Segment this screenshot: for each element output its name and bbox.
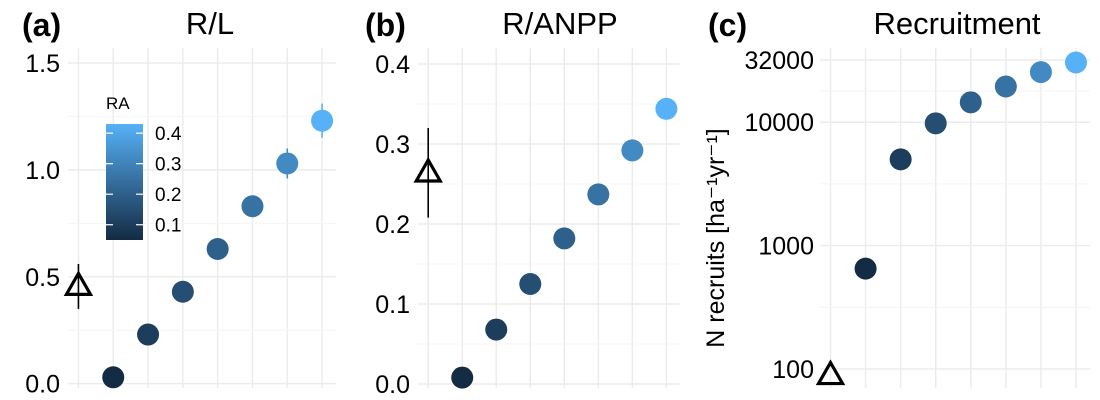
reference-triangle-marker — [63, 270, 94, 296]
reference-triangle-marker — [815, 359, 846, 386]
data-point — [241, 195, 264, 218]
data-point — [102, 366, 125, 389]
data-point — [137, 323, 160, 346]
data-point — [924, 112, 947, 135]
data-point — [553, 227, 576, 250]
legend-tick-label: 0.2 — [155, 185, 181, 206]
panel-label: (c) — [708, 7, 747, 43]
y-tick-label: 0.0 — [375, 371, 410, 399]
panel-title: R/ANPP — [502, 6, 617, 41]
data-point — [621, 139, 644, 162]
panel-label: (b) — [365, 7, 406, 43]
y-tick-label: 0.1 — [375, 291, 410, 319]
panel-a: 0.0 0.5 1.0 1.5 (a) R/L — [22, 6, 336, 399]
y-tick-label: 1.5 — [25, 50, 60, 78]
data-point — [1064, 51, 1087, 74]
y-tick-label: 0.0 — [25, 371, 60, 399]
data-point — [276, 152, 299, 175]
y-tick-label: 0.2 — [375, 211, 410, 239]
legend-tick-label: 0.3 — [155, 155, 181, 176]
panel-title: R/L — [186, 6, 234, 41]
data-point — [959, 91, 982, 114]
data-point — [854, 257, 877, 280]
data-point — [519, 273, 542, 295]
data-point — [1029, 61, 1052, 84]
legend-colorbar — [106, 124, 143, 240]
y-tick-label: 0.3 — [375, 131, 410, 159]
legend-title: RA — [106, 94, 130, 113]
y-tick-label: 32000 — [744, 47, 814, 75]
data-point — [485, 318, 508, 341]
data-point — [655, 97, 678, 120]
data-point — [889, 148, 912, 171]
panel-label: (a) — [22, 7, 61, 43]
data-point — [994, 75, 1017, 98]
y-tick-label: 10000 — [744, 109, 814, 137]
y-axis-label: N recruits [ha⁻¹yr⁻¹] — [702, 128, 730, 347]
y-tick-label: 1000 — [758, 233, 814, 261]
data-point — [451, 366, 474, 389]
data-point — [311, 109, 334, 132]
y-tick-label: 100 — [772, 356, 814, 384]
legend-tick-label: 0.4 — [155, 124, 182, 145]
y-tick-label: 0.5 — [25, 264, 60, 292]
data-point — [587, 183, 610, 206]
data-point — [171, 280, 194, 303]
data-point — [206, 238, 229, 261]
y-tick-label: 0.4 — [375, 51, 410, 79]
y-tick-label: 1.0 — [25, 157, 60, 185]
reference-triangle-marker — [413, 156, 443, 183]
legend-tick-label: 0.1 — [155, 216, 181, 237]
panel-c: 100 1000 10000 32000 (c) Recruitment N recruit… — [702, 6, 1090, 388]
panel-title: Recruitment — [873, 6, 1040, 41]
color-legend: RA 0.1 0.2 0.3 0.4 — [106, 94, 182, 240]
panel-b: 0.0 0.1 0.2 0.3 0.4 (b) R/ANPP — [365, 6, 680, 399]
